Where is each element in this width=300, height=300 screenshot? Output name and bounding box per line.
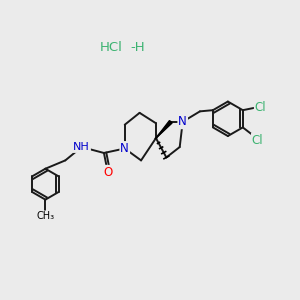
Text: NH: NH bbox=[73, 142, 90, 152]
Text: HCl: HCl bbox=[100, 41, 123, 54]
Text: N: N bbox=[178, 115, 187, 128]
Text: Cl: Cl bbox=[252, 134, 263, 147]
Text: CH₃: CH₃ bbox=[36, 211, 54, 221]
Text: -H: -H bbox=[131, 41, 146, 54]
Text: N: N bbox=[120, 142, 129, 155]
Polygon shape bbox=[156, 121, 172, 138]
Text: Cl: Cl bbox=[255, 101, 266, 114]
Text: O: O bbox=[103, 166, 112, 179]
